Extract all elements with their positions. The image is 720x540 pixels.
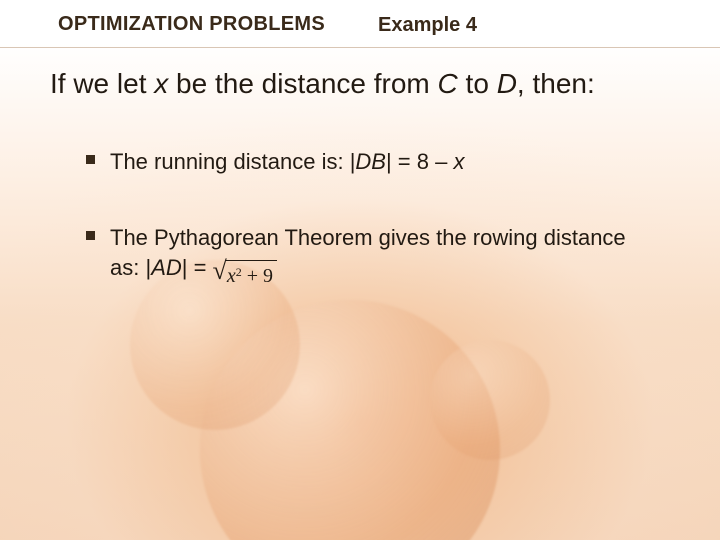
section-title: OPTIMIZATION PROBLEMS (58, 13, 325, 36)
variable-x: x (453, 149, 464, 174)
sqrt-expression: √x2 + 9 (213, 260, 277, 287)
bullet-list: The running distance is: |DB| = 8 – x Th… (50, 147, 680, 286)
bullet-item: The running distance is: |DB| = 8 – x (90, 147, 650, 177)
text-fragment: to (458, 68, 497, 99)
radicand: x2 + 9 (225, 260, 277, 287)
point-d: D (497, 68, 517, 99)
slide-header: OPTIMIZATION PROBLEMS (0, 0, 720, 48)
text-fragment: The running distance is: | (110, 149, 355, 174)
segment-db: DB (355, 149, 386, 174)
text-fragment: be the distance from (168, 68, 437, 99)
variable-x: x (154, 68, 168, 99)
text-fragment: + 9 (242, 265, 273, 287)
text-fragment: , then: (517, 68, 595, 99)
text-fragment: | = 8 – (386, 149, 453, 174)
example-label: Example 4 (378, 14, 477, 37)
header-underline (0, 47, 720, 48)
bullet-item: The Pythagorean Theorem gives the rowing… (90, 223, 650, 287)
point-c: C (438, 68, 458, 99)
text-fragment: If we let (50, 68, 154, 99)
decorative-circle (430, 340, 550, 460)
intro-text: If we let x be the distance from C to D,… (50, 62, 680, 105)
text-fragment: | = (182, 255, 213, 280)
segment-ad: AD (151, 255, 182, 280)
variable-x: x (227, 265, 236, 287)
slide-content: If we let x be the distance from C to D,… (50, 62, 680, 333)
